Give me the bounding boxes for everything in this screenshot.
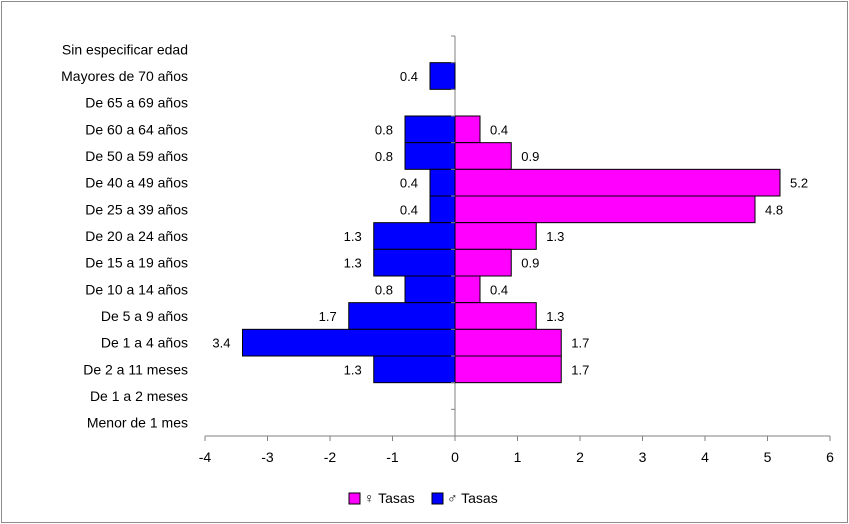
female-data-label: 0.4 [490,122,508,137]
category-label: De 15 a 19 años [85,255,188,271]
male-rate-bar [404,142,456,170]
x-tick-label: 2 [576,449,584,465]
legend-swatch-male [431,492,444,505]
male-rate-bar [242,328,456,357]
female-data-label: 5.2 [790,176,808,191]
legend-label-female: ♀ Tasas [364,490,415,506]
male-rate-bar [404,115,456,144]
category-label: Menor de 1 mes [87,415,188,431]
female-data-label: 0.9 [521,256,539,271]
category-label: De 65 a 69 años [85,95,188,111]
male-data-label: 1.3 [344,256,362,271]
female-rate-bar [454,275,481,304]
male-rate-bar [429,168,456,197]
female-rate-bar [454,168,781,197]
x-tick-label: -1 [386,449,399,465]
female-data-label: 0.9 [521,149,539,164]
x-tick-label: 5 [764,449,772,465]
male-data-label: 1.3 [344,362,362,377]
male-data-label: 0.8 [375,282,393,297]
x-tick-label: 4 [701,449,709,465]
female-rate-bar [454,328,562,357]
category-label: De 25 a 39 años [85,201,188,217]
female-rate-bar [454,302,537,330]
x-tick-label: 3 [639,449,647,465]
male-rate-bar [429,62,456,90]
female-rate-bar [454,355,562,384]
category-label: De 1 a 4 años [101,335,188,351]
female-data-label: 1.7 [571,362,589,377]
x-tick-label: 1 [514,449,522,465]
category-label: Mayores de 70 años [61,68,188,84]
x-tick-label: 6 [826,449,834,465]
male-data-label: 3.4 [212,336,230,351]
male-data-label: 0.4 [400,69,418,84]
category-label: De 60 a 64 años [85,121,188,137]
female-data-label: 0.4 [490,282,508,297]
category-label: De 20 a 24 años [85,228,188,244]
male-rate-bar [373,355,456,384]
x-tick-label: -3 [261,449,274,465]
female-data-label: 1.3 [546,309,564,324]
legend-swatch-female [348,492,361,505]
category-label: De 40 a 49 años [85,175,188,191]
female-rate-bar [454,115,481,144]
male-data-label: 1.3 [344,229,362,244]
male-rate-bar [429,195,456,224]
x-tick-label: -4 [199,449,212,465]
category-label: De 5 a 9 años [101,308,188,324]
female-rate-bar [454,222,537,250]
female-rate-bar [454,142,512,170]
female-data-label: 4.8 [765,202,783,217]
female-data-label: 1.7 [571,336,589,351]
legend-label-male: ♂ Tasas [447,490,498,506]
x-tick-label: -2 [324,449,337,465]
male-rate-bar [404,275,456,304]
male-rate-bar [373,222,456,250]
male-data-label: 0.8 [375,149,393,164]
male-rate-bar [373,248,456,277]
female-rate-bar [454,248,512,277]
category-label: De 10 a 14 años [85,281,188,297]
male-data-label: 0.8 [375,122,393,137]
female-rate-bar [454,195,756,224]
male-rate-bar [348,302,456,330]
x-tick-label: 0 [451,449,459,465]
category-label: De 2 a 11 meses [83,361,188,377]
female-data-label: 1.3 [546,229,564,244]
category-label: De 1 a 2 meses [90,388,188,404]
male-data-label: 0.4 [400,176,418,191]
category-label: Sin especificar edad [62,41,188,57]
male-data-label: 0.4 [400,202,418,217]
category-label: De 50 a 59 años [85,148,188,164]
male-data-label: 1.7 [319,309,337,324]
